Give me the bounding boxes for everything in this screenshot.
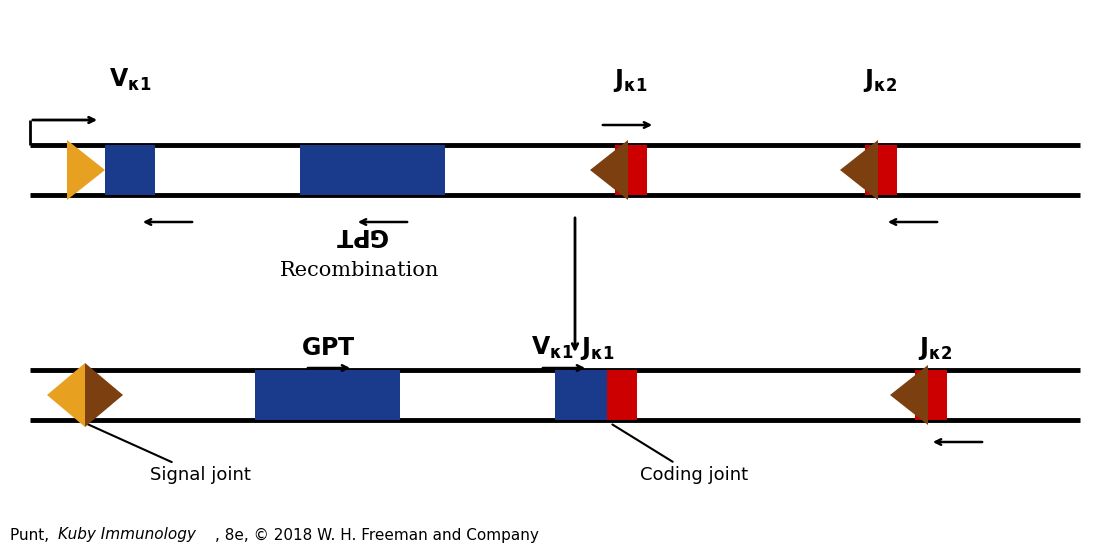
Text: $\mathbf{J_{\kappa 2}}$: $\mathbf{J_{\kappa 2}}$ xyxy=(918,335,952,361)
Text: $\mathbf{J_{\kappa 1}}$: $\mathbf{J_{\kappa 1}}$ xyxy=(613,66,647,94)
Bar xyxy=(607,370,637,420)
Bar xyxy=(865,145,896,195)
Bar xyxy=(915,370,947,420)
Text: Signal joint: Signal joint xyxy=(88,424,251,484)
Text: , 8e, © 2018 W. H. Freeman and Company: , 8e, © 2018 W. H. Freeman and Company xyxy=(214,528,539,542)
Text: $\mathbf{J_{\kappa 2}}$: $\mathbf{J_{\kappa 2}}$ xyxy=(864,66,896,94)
Bar xyxy=(556,370,607,420)
Text: $\mathbf{V_{\kappa 1}}$: $\mathbf{V_{\kappa 1}}$ xyxy=(531,335,574,361)
Text: Recombination: Recombination xyxy=(280,261,440,280)
Polygon shape xyxy=(890,365,928,425)
Text: $\mathbf{J_{\kappa 1}}$: $\mathbf{J_{\kappa 1}}$ xyxy=(580,335,614,361)
Polygon shape xyxy=(47,363,85,427)
Polygon shape xyxy=(67,140,104,200)
Text: GPT: GPT xyxy=(333,223,386,247)
Text: Coding joint: Coding joint xyxy=(613,425,748,484)
Polygon shape xyxy=(85,363,123,427)
Polygon shape xyxy=(590,140,628,200)
Bar xyxy=(255,370,400,420)
Bar xyxy=(615,145,647,195)
Text: $\mathbf{GPT}$: $\mathbf{GPT}$ xyxy=(300,336,355,360)
Polygon shape xyxy=(840,140,878,200)
Bar xyxy=(104,145,155,195)
Text: Punt,: Punt, xyxy=(10,528,54,542)
Text: Kuby Immunology: Kuby Immunology xyxy=(58,528,196,542)
Bar xyxy=(300,145,446,195)
Text: $\mathbf{V_{\kappa 1}}$: $\mathbf{V_{\kappa 1}}$ xyxy=(109,67,152,93)
